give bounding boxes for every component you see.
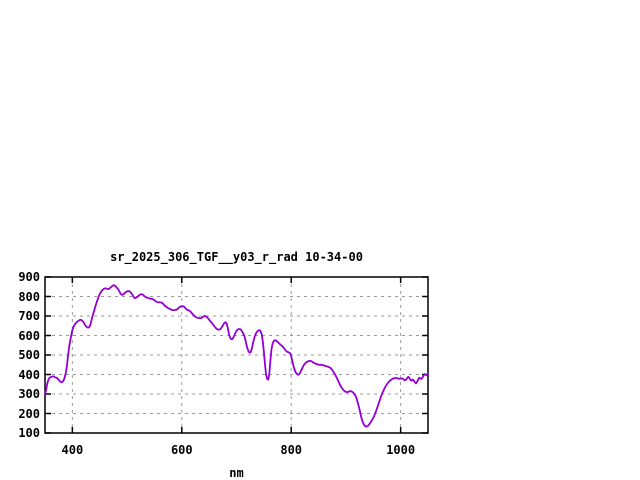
- x-tick-label: 800: [280, 443, 303, 457]
- x-tick-label: 400: [61, 443, 84, 457]
- y-tick-label: 600: [18, 328, 40, 343]
- y-tick-label: 300: [18, 387, 40, 401]
- x-tick-label: 1000: [386, 443, 416, 457]
- chart-title: sr_2025_306_TGF__y03_r_rad 10-34-00: [110, 250, 363, 264]
- y-tick-label: 400: [18, 367, 40, 382]
- y-tick-label: 700: [18, 309, 40, 323]
- y-tick-label: 500: [18, 348, 40, 362]
- x-tick-label: 600: [170, 443, 193, 457]
- x-axis-label: nm: [229, 466, 244, 480]
- spectral-curve: [44, 284, 429, 428]
- y-tick-label: 800: [18, 289, 40, 304]
- y-tick-label: 900: [18, 270, 40, 284]
- y-tick-label: 200: [18, 406, 40, 421]
- y-tick-label: 100: [18, 426, 40, 440]
- plot-border: [44, 276, 429, 434]
